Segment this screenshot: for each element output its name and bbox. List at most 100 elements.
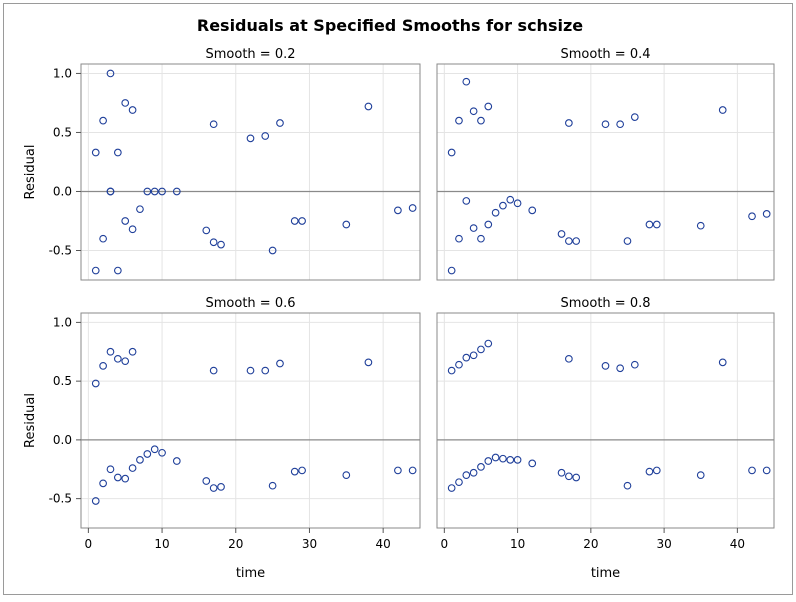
data-point bbox=[477, 345, 485, 354]
data-point bbox=[209, 484, 218, 492]
data-point bbox=[99, 234, 107, 243]
data-point bbox=[91, 379, 100, 388]
data-point bbox=[484, 102, 493, 111]
data-point bbox=[106, 347, 115, 356]
data-point bbox=[652, 466, 661, 475]
data-point bbox=[128, 225, 137, 234]
y-tick-label: 1.0 bbox=[53, 66, 72, 80]
data-point bbox=[499, 454, 507, 463]
data-point bbox=[484, 339, 493, 348]
data-point bbox=[172, 187, 181, 196]
data-point bbox=[113, 473, 122, 482]
data-point bbox=[762, 466, 771, 475]
data-point bbox=[469, 224, 478, 232]
data-point bbox=[202, 477, 211, 485]
data-point bbox=[513, 456, 522, 464]
data-point bbox=[394, 466, 402, 475]
data-point bbox=[462, 471, 471, 479]
data-point bbox=[455, 234, 463, 243]
y-axis-label: Residual bbox=[23, 145, 38, 200]
data-point bbox=[645, 220, 654, 229]
data-point bbox=[91, 497, 100, 505]
data-point bbox=[128, 464, 137, 472]
data-point bbox=[528, 459, 537, 468]
data-point bbox=[630, 360, 639, 369]
data-point bbox=[469, 351, 478, 360]
chart-title: Residuals at Specified Smooths for schsi… bbox=[197, 16, 583, 35]
x-tick-label: 30 bbox=[656, 537, 671, 551]
data-point bbox=[601, 362, 610, 370]
data-point bbox=[565, 119, 573, 127]
data-point bbox=[447, 266, 456, 275]
data-point bbox=[447, 484, 456, 492]
data-point bbox=[268, 246, 277, 255]
data-point bbox=[364, 358, 373, 367]
data-point bbox=[469, 468, 478, 477]
data-point bbox=[616, 120, 625, 129]
y-tick-label: -0.5 bbox=[49, 492, 72, 506]
data-point bbox=[209, 120, 218, 129]
data-point bbox=[246, 134, 255, 143]
data-point bbox=[623, 481, 632, 490]
data-point bbox=[106, 69, 115, 78]
data-point bbox=[565, 354, 573, 363]
data-point bbox=[276, 119, 284, 127]
data-point bbox=[477, 463, 485, 471]
data-point bbox=[150, 445, 159, 454]
data-point bbox=[499, 201, 507, 210]
x-tick-label: 10 bbox=[154, 537, 169, 551]
data-point bbox=[268, 481, 277, 490]
x-axis-label: time bbox=[236, 566, 265, 581]
data-point bbox=[462, 197, 471, 205]
data-point bbox=[506, 195, 515, 204]
data-point bbox=[143, 187, 152, 196]
data-point bbox=[261, 132, 270, 140]
panel-1: Smooth = 0.2 -0.5 0.0 0.5 1.0 Residual bbox=[23, 47, 421, 281]
x-tick-label: 40 bbox=[730, 537, 745, 551]
data-point bbox=[136, 456, 144, 464]
data-point bbox=[447, 148, 456, 157]
y-tick-label: 0.5 bbox=[53, 125, 72, 139]
x-tick-label: 0 bbox=[441, 537, 449, 551]
data-point bbox=[121, 99, 130, 107]
data-point bbox=[630, 113, 639, 121]
data-point bbox=[99, 362, 107, 370]
y-tick-label: 0.0 bbox=[53, 184, 72, 198]
x-tick-label: 20 bbox=[583, 537, 598, 551]
data-point bbox=[209, 238, 218, 247]
data-point bbox=[106, 187, 115, 196]
data-point bbox=[484, 220, 493, 229]
data-point bbox=[143, 450, 152, 458]
data-point bbox=[408, 466, 417, 475]
data-point bbox=[762, 210, 771, 218]
data-point bbox=[484, 457, 493, 465]
data-point bbox=[718, 106, 727, 114]
data-point bbox=[290, 467, 299, 476]
data-point bbox=[748, 212, 756, 221]
data-point bbox=[455, 478, 463, 487]
panel-title: Smooth = 0.6 bbox=[206, 296, 296, 311]
y-tick-label: 0.5 bbox=[53, 374, 72, 388]
data-point bbox=[513, 199, 522, 208]
data-point bbox=[121, 357, 130, 366]
data-point bbox=[491, 208, 500, 217]
data-point bbox=[91, 148, 100, 157]
data-point bbox=[506, 456, 515, 464]
panel-2: Smooth = 0.4 bbox=[436, 47, 775, 281]
data-point bbox=[136, 205, 144, 214]
panel-3: Smooth = 0.6 -0.5 0.0 0.5 1.0 Residual 0 10 20 30… bbox=[23, 296, 421, 581]
data-point bbox=[172, 457, 181, 465]
data-point bbox=[121, 474, 130, 483]
x-tick-label: 10 bbox=[510, 537, 525, 551]
data-point bbox=[455, 116, 463, 125]
data-point bbox=[408, 204, 417, 212]
data-point bbox=[645, 467, 654, 476]
data-point bbox=[447, 366, 456, 375]
data-point bbox=[462, 353, 471, 362]
data-point bbox=[557, 468, 566, 477]
data-point bbox=[246, 366, 255, 375]
data-point bbox=[113, 148, 122, 157]
y-tick-label: 1.0 bbox=[53, 315, 72, 329]
panel-frame bbox=[436, 312, 775, 529]
